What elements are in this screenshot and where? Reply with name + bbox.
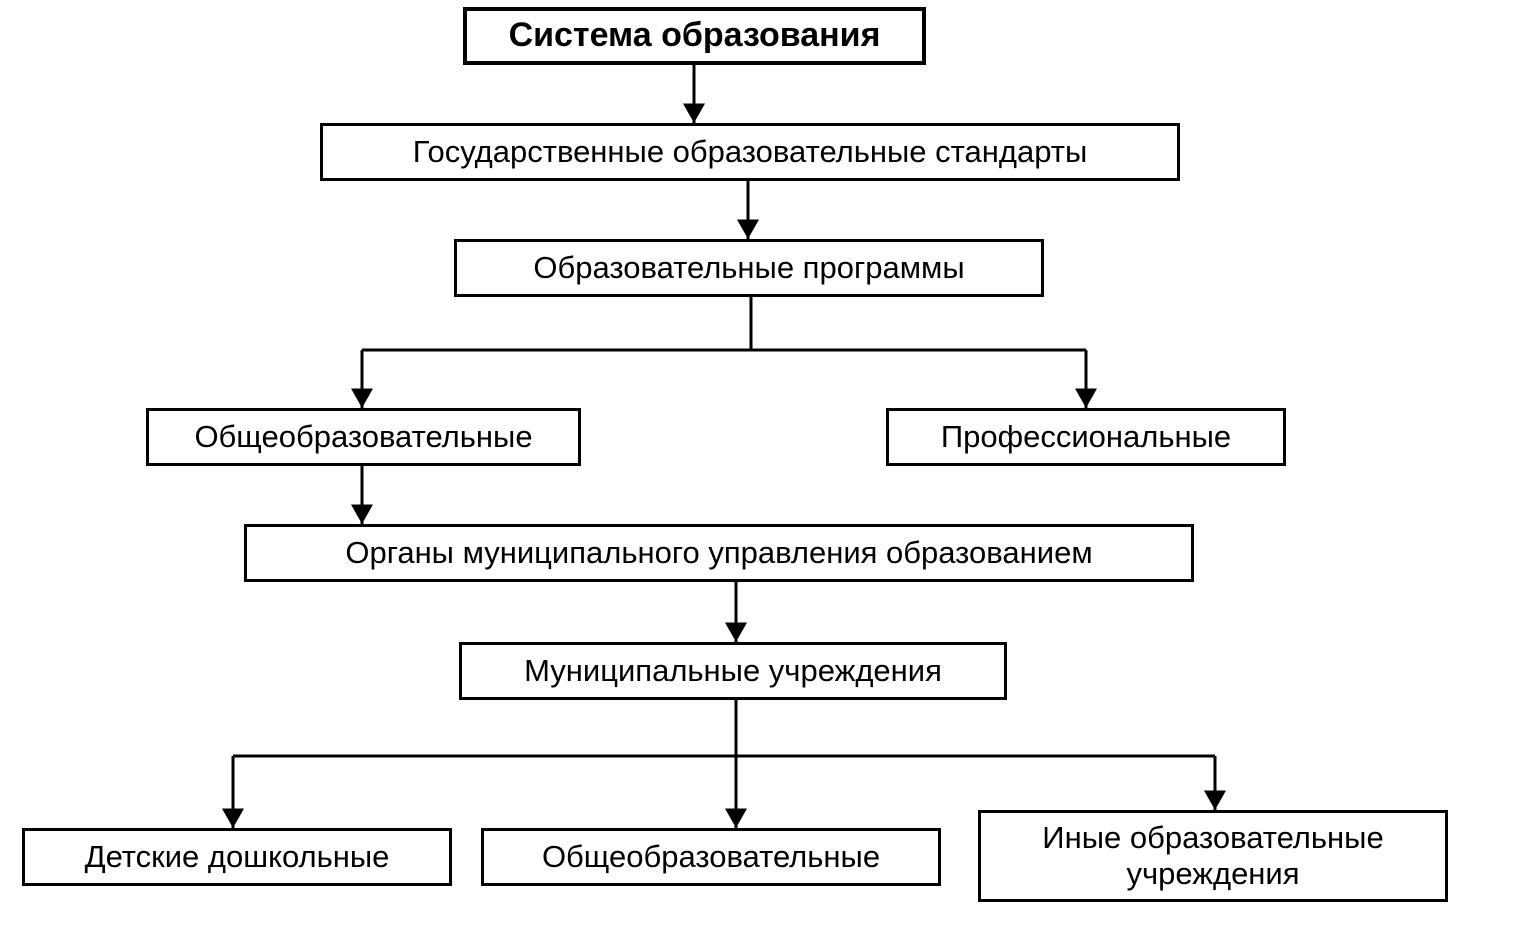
node-label: Иные образовательные учреждения xyxy=(999,820,1427,891)
node-general2: Общеобразовательные xyxy=(481,828,941,886)
node-label: Профессиональные xyxy=(941,419,1231,455)
node-label: Образовательные программы xyxy=(533,250,964,286)
node-label: Система образования xyxy=(509,16,881,55)
flowchart-stage: Система образования Государственные образ… xyxy=(0,0,1522,949)
node-general: Общеобразовательные xyxy=(146,408,581,466)
node-municipal_inst: Муниципальные учреждения xyxy=(459,642,1007,700)
node-label: Общеобразовательные xyxy=(194,419,532,455)
node-label: Детские дошкольные xyxy=(85,839,390,875)
node-label: Муниципальные учреждения xyxy=(524,653,942,689)
node-label: Государственные образовательные стандарт… xyxy=(413,134,1087,170)
node-other: Иные образовательные учреждения xyxy=(978,810,1448,902)
node-municipal_gov: Органы муниципального управления образов… xyxy=(244,524,1194,582)
node-standards: Государственные образовательные стандарт… xyxy=(320,123,1180,181)
node-root: Система образования xyxy=(463,7,926,65)
node-label: Органы муниципального управления образов… xyxy=(345,535,1092,571)
node-professional: Профессиональные xyxy=(886,408,1286,466)
node-label: Общеобразовательные xyxy=(542,839,880,875)
node-programs: Образовательные программы xyxy=(454,239,1044,297)
node-preschool: Детские дошкольные xyxy=(22,828,452,886)
